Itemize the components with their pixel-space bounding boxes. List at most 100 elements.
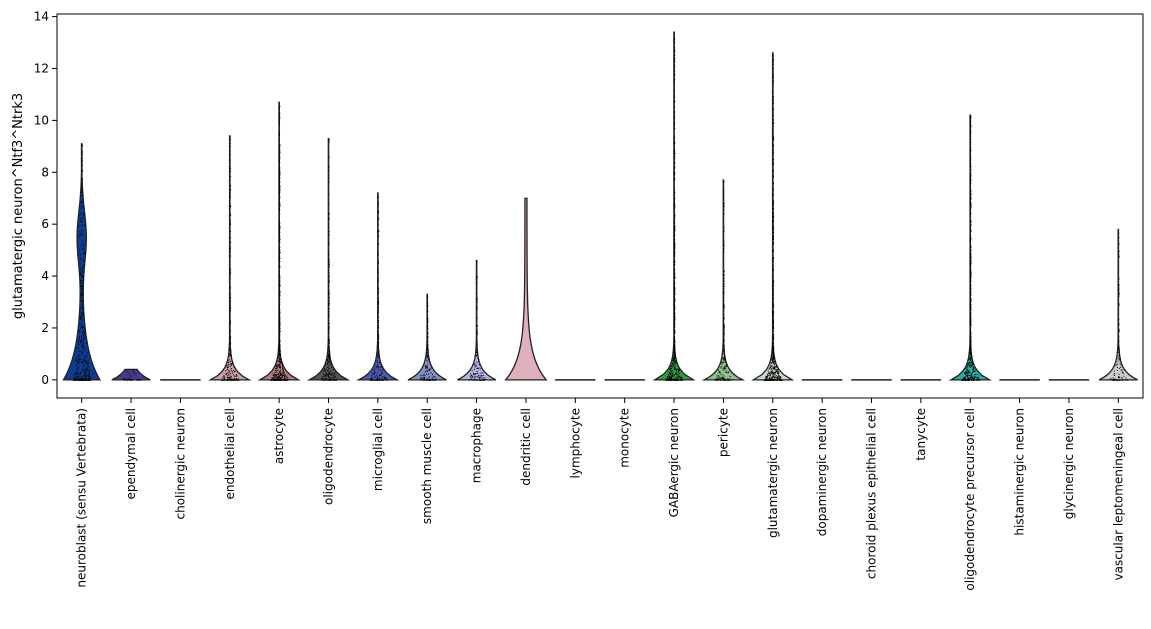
violin-point [130, 375, 132, 377]
violin-point [470, 379, 472, 381]
violin-point [772, 298, 774, 299]
violin-point [476, 312, 478, 314]
violin-point [328, 371, 330, 373]
violin-point [82, 165, 83, 167]
violin-point [84, 360, 86, 361]
violin-point [76, 379, 78, 381]
violin-point [480, 379, 482, 381]
violin-point [773, 304, 775, 306]
violin-point [279, 194, 281, 196]
violin-point [82, 352, 83, 353]
violin-point [772, 359, 774, 361]
violin-point [278, 225, 280, 227]
violin-point [230, 300, 231, 302]
violin-point [1118, 319, 1120, 320]
violin-point [225, 370, 227, 372]
violin-point [671, 379, 672, 381]
violin-point [674, 281, 676, 283]
violin-point [279, 253, 280, 255]
violin-point [279, 370, 281, 371]
violin-point [229, 146, 231, 148]
violin-point [766, 379, 768, 381]
violin-point [278, 145, 280, 147]
violin-point [328, 213, 330, 215]
violin-point [673, 82, 675, 84]
violin-point [475, 365, 477, 367]
violin-point [328, 292, 330, 294]
x-tick-label-9: dendritic cell [519, 408, 533, 486]
violin-point [970, 126, 972, 128]
violin-point [427, 305, 429, 307]
violin-point [282, 365, 284, 367]
violin-point [429, 379, 431, 381]
violin-point [772, 71, 774, 73]
violin-point [80, 274, 82, 275]
violin-point [378, 362, 380, 364]
violin-point [277, 376, 278, 378]
violin-point [677, 379, 679, 381]
violin-point [432, 374, 433, 375]
violin-point [328, 302, 330, 304]
violin-point [377, 364, 378, 366]
violin-point [674, 97, 676, 98]
violin-point [86, 367, 88, 369]
violin-point [275, 368, 277, 370]
violin-point [673, 379, 675, 381]
violin-point [284, 376, 286, 378]
violin-point [385, 377, 387, 379]
violin-point [772, 154, 774, 156]
violin-point [420, 379, 421, 381]
violin-point [679, 375, 681, 377]
violin-point [328, 279, 330, 281]
violin-point [278, 375, 280, 377]
violin-point [674, 38, 675, 40]
violin-point [772, 302, 774, 304]
violin-point [772, 136, 774, 138]
violin-point [723, 241, 725, 243]
violin-point [1120, 369, 1122, 371]
violin-point [772, 257, 774, 258]
violin-point [675, 362, 677, 364]
violin-point [772, 288, 774, 290]
violin-point [131, 379, 133, 381]
violin-point [764, 379, 766, 381]
violin-point [378, 302, 379, 304]
violin-point [232, 361, 233, 363]
violin-point [328, 171, 330, 173]
violin-point [970, 340, 972, 342]
violin-point [328, 258, 330, 260]
violin-13 [701, 179, 746, 381]
violin-point [328, 319, 330, 321]
violin-point [768, 368, 770, 370]
violin-point [89, 373, 91, 375]
violin-point [714, 379, 716, 381]
violin-point [84, 333, 86, 335]
violin-point [970, 182, 971, 184]
violin-point [772, 232, 774, 234]
violin-point [674, 325, 675, 327]
violin-point [673, 195, 675, 197]
violin-point [964, 376, 966, 378]
violin-point [716, 379, 718, 381]
violin-point [970, 203, 972, 205]
violin-point [377, 331, 379, 333]
violin-point [224, 376, 226, 378]
violin-point [669, 367, 671, 369]
violin-point [476, 300, 478, 302]
violin-point [371, 375, 373, 377]
violin-point [774, 368, 776, 370]
violin-point [674, 236, 675, 238]
violin-point [83, 370, 85, 372]
violin-point [721, 377, 723, 379]
violin-point [674, 342, 676, 344]
violin-point [422, 376, 424, 378]
violin-point [229, 336, 231, 337]
violin-point [970, 279, 972, 281]
violin-point [81, 149, 83, 151]
violin-point [674, 276, 676, 278]
violin-point [1118, 284, 1120, 285]
violin-point [476, 261, 478, 262]
violin-point [378, 291, 380, 293]
violin-point [127, 378, 129, 380]
violin-point [674, 118, 676, 120]
